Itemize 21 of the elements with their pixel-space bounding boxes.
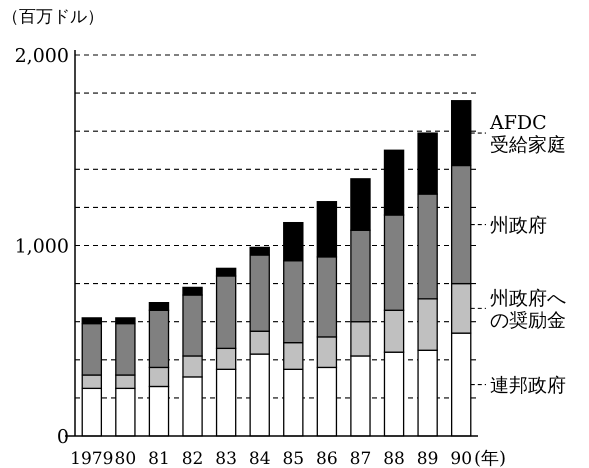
y-tick-label: 1,000: [14, 236, 69, 258]
x-axis-title: (年): [474, 448, 506, 468]
y-tick-label: 2,000: [14, 45, 69, 67]
x-tick-label: 83: [215, 449, 237, 468]
x-tick-label: 85: [282, 449, 304, 468]
x-tick-label: 84: [248, 449, 271, 468]
legend-label: 州政府: [490, 214, 547, 237]
x-tick-label: 89: [416, 449, 438, 468]
x-tick-label: 88: [383, 449, 405, 468]
x-tick-label: 86: [316, 449, 338, 468]
legend-label: 州政府への奨励金: [490, 287, 566, 332]
y-tick-label: 0: [56, 426, 69, 448]
legend-label: 連邦政府: [490, 374, 566, 397]
legend-label: AFDC受給家庭: [489, 112, 566, 156]
y-axis-title: （百万ドル）: [2, 7, 104, 27]
x-tick-label: 81: [148, 449, 170, 468]
x-tick-label: 80: [114, 449, 136, 468]
x-tick-label: 90: [450, 449, 472, 468]
x-tick-label: 82: [182, 449, 204, 468]
x-tick-label: 1979: [70, 449, 114, 468]
x-tick-label: 87: [350, 449, 372, 468]
